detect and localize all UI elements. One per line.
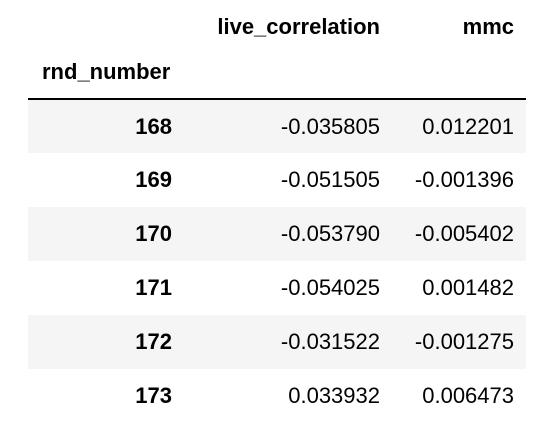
index-name-header: rnd_number (42, 59, 171, 84)
row-index: 169 (135, 167, 172, 192)
row-index: 170 (135, 221, 172, 246)
mmc-cell: -0.001275 (414, 329, 514, 354)
table-row: 169 -0.051505 -0.001396 (28, 153, 526, 207)
row-index: 172 (135, 329, 172, 354)
table-row: 173 0.033932 0.006473 (28, 369, 526, 423)
index-name-blank-cell (186, 46, 392, 99)
row-index: 173 (135, 383, 172, 408)
column-header-live-correlation: live_correlation (217, 14, 380, 39)
live-correlation-cell: 0.033932 (288, 383, 380, 408)
live-correlation-cell: -0.054025 (280, 275, 380, 300)
row-index: 171 (135, 275, 172, 300)
row-index: 168 (135, 113, 172, 139)
table-header: live_correlation mmc rnd_number (28, 8, 526, 99)
mmc-cell: 0.001482 (422, 275, 514, 300)
live-correlation-cell: -0.035805 (280, 113, 380, 139)
mmc-cell: 0.012201 (422, 113, 514, 139)
mmc-cell: -0.001396 (414, 167, 514, 192)
table-row: 171 -0.054025 0.001482 (28, 261, 526, 315)
live-correlation-cell: -0.053790 (280, 221, 380, 246)
mmc-cell: -0.005402 (414, 221, 514, 246)
index-name-row: rnd_number (28, 46, 526, 99)
table-body: 168 -0.035805 0.012201 169 -0.051505 -0.… (28, 99, 526, 423)
table-row: 170 -0.053790 -0.005402 (28, 207, 526, 261)
index-name-blank-cell (392, 46, 526, 99)
table-row: 172 -0.031522 -0.001275 (28, 315, 526, 369)
live-correlation-cell: -0.031522 (280, 329, 380, 354)
dataframe-table: live_correlation mmc rnd_number 168 -0.0… (28, 8, 526, 423)
header-blank-cell (28, 8, 186, 46)
table-row: 168 -0.035805 0.012201 (28, 99, 526, 153)
mmc-cell: 0.006473 (422, 383, 514, 408)
column-header-row: live_correlation mmc (28, 8, 526, 46)
live-correlation-cell: -0.051505 (280, 167, 380, 192)
column-header-mmc: mmc (462, 14, 514, 39)
